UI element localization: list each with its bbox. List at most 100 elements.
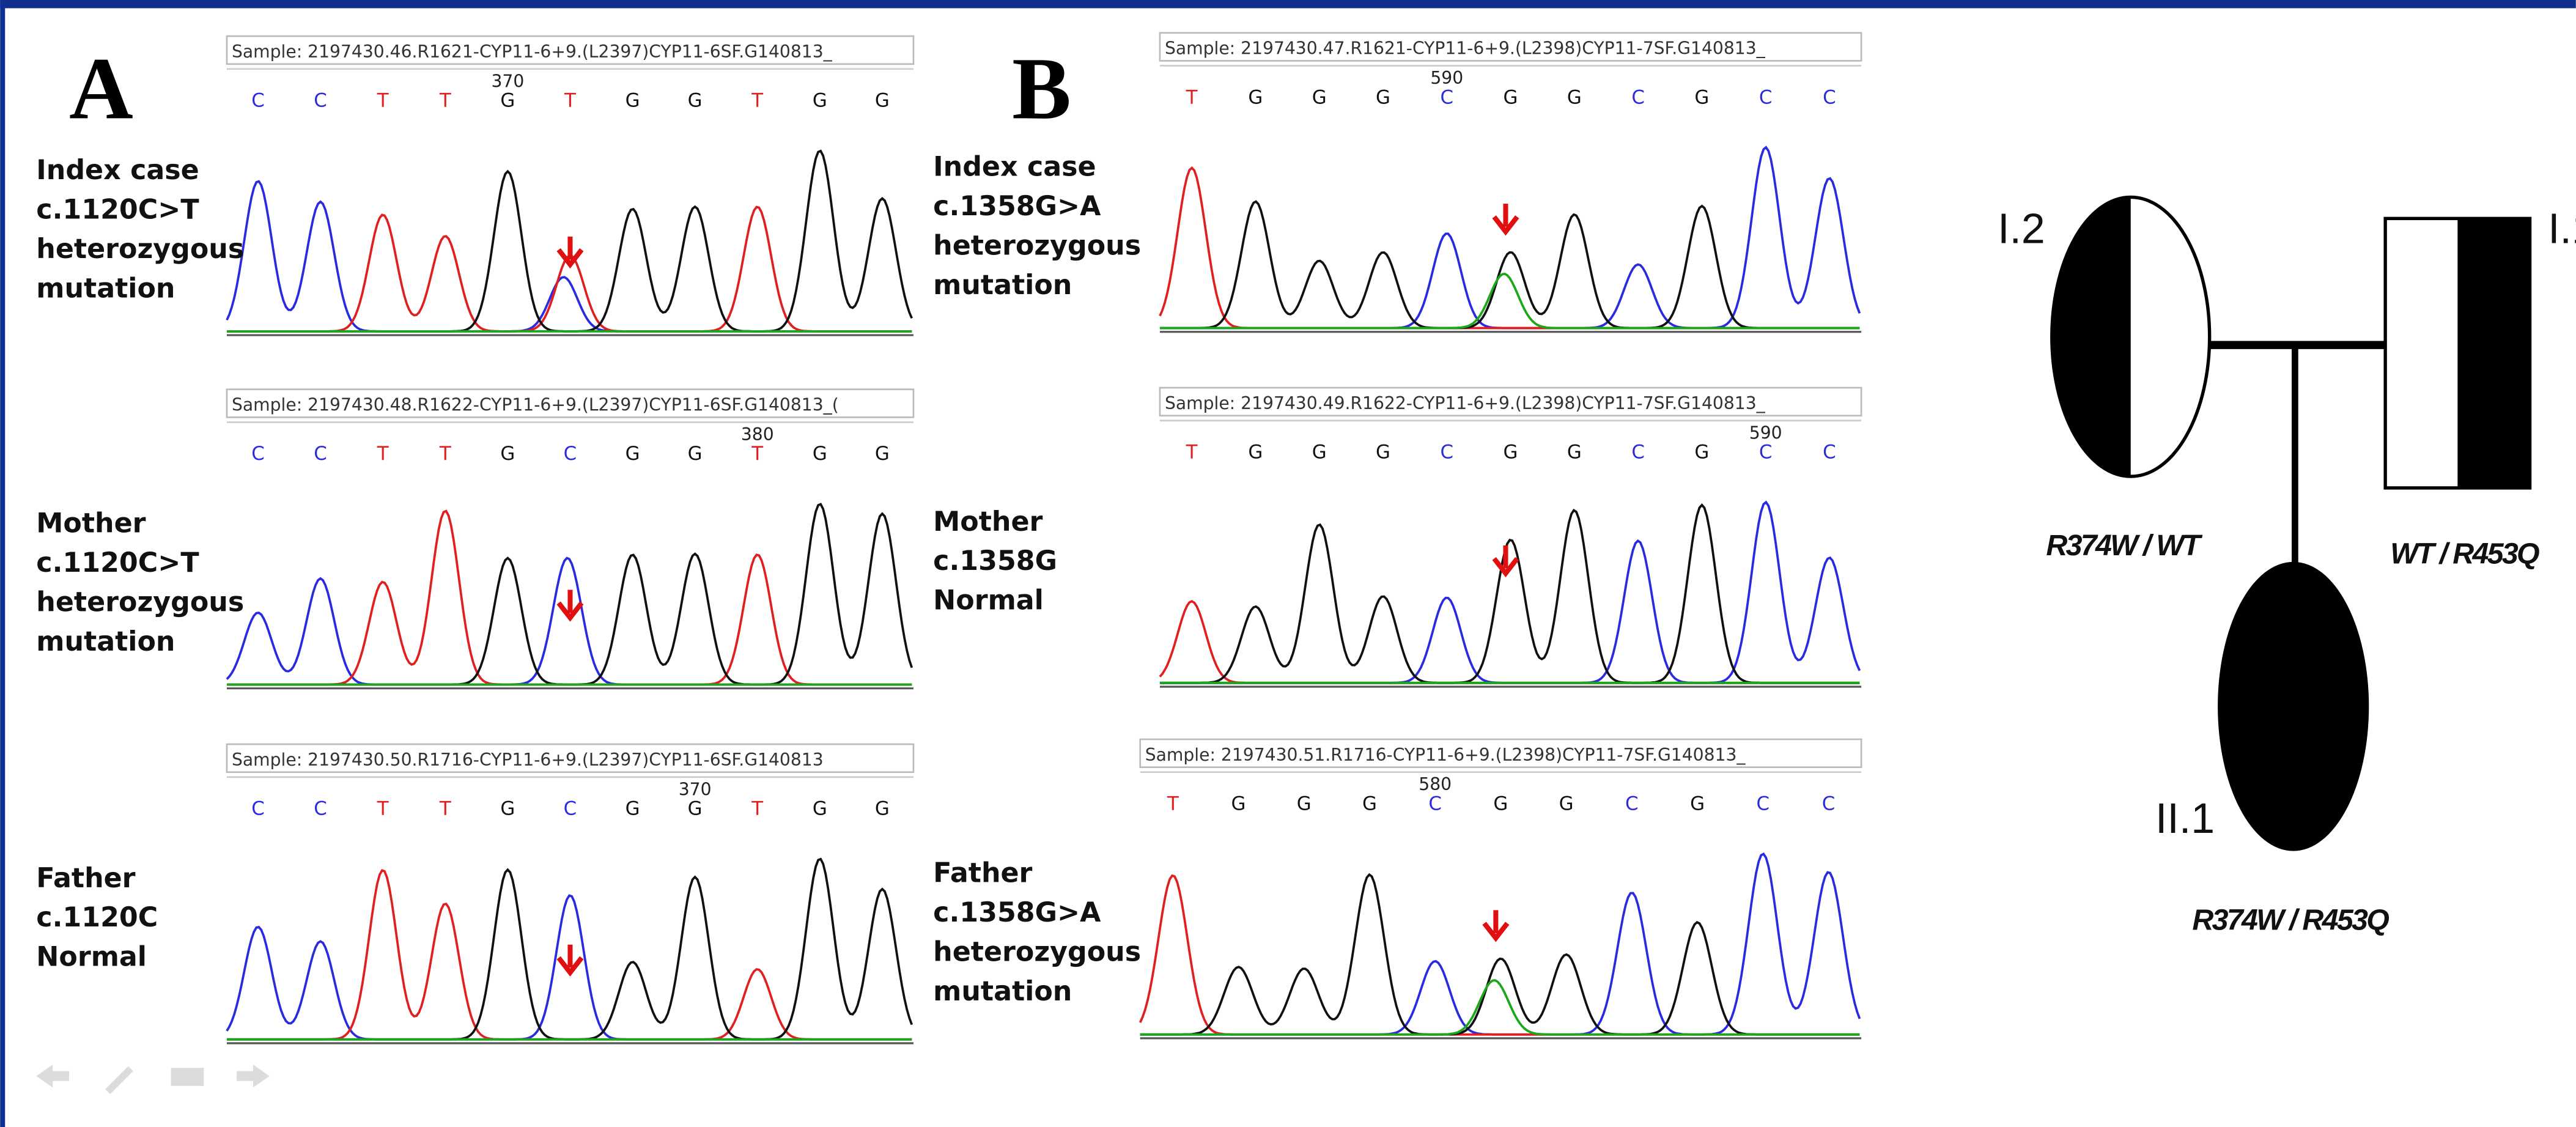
base-call: G — [1376, 86, 1390, 108]
base-call: C — [564, 798, 577, 820]
sample-label: c.1358G — [933, 545, 1057, 577]
base-call: C — [1625, 793, 1639, 815]
base-call: T — [751, 443, 763, 465]
page: A Sample: 2197430.46.R1621-CYP11-6+9.(L23… — [0, 0, 2576, 1127]
sample-label: Normal — [933, 585, 1044, 616]
base-call: G — [500, 90, 515, 112]
base-call: C — [1757, 793, 1770, 815]
base-call: G — [813, 90, 827, 112]
base-call: C — [1759, 442, 1773, 464]
nav-menu[interactable] — [171, 1068, 204, 1086]
base-call: G — [1504, 442, 1518, 464]
sample-name: Sample: 2197430.46.R1621-CYP11-6+9.(L239… — [232, 42, 833, 62]
sample-label: Father — [36, 863, 135, 894]
left-bar — [0, 0, 5, 1127]
sample-label: mutation — [933, 976, 1072, 1007]
base-call: C — [1822, 793, 1836, 815]
base-call: G — [813, 798, 827, 820]
sample-label: Mother — [36, 508, 146, 539]
base-call: G — [1248, 86, 1263, 108]
base-call: G — [875, 798, 890, 820]
base-call: G — [1312, 442, 1327, 464]
base-call: C — [314, 443, 327, 465]
child-id: II.1 — [2155, 794, 2215, 842]
base-position: 370 — [491, 71, 524, 91]
base-call: G — [1694, 442, 1709, 464]
base-call: T — [1186, 86, 1198, 108]
panel-letter: A — [69, 40, 133, 138]
base-call: T — [1186, 442, 1198, 464]
base-call: G — [1690, 793, 1705, 815]
base-position: 380 — [741, 424, 774, 445]
base-call: G — [1567, 442, 1582, 464]
base-call: C — [251, 443, 265, 465]
base-call: G — [1312, 86, 1327, 108]
father-affected-half — [2457, 218, 2530, 488]
sample-label: Mother — [933, 506, 1043, 538]
base-call: G — [1362, 793, 1377, 815]
base-call: C — [1631, 442, 1645, 464]
child-symbol — [2218, 562, 2369, 851]
sample-label: mutation — [933, 270, 1072, 301]
sample-label: Index case — [36, 155, 199, 186]
base-call: T — [564, 90, 576, 112]
base-call: T — [751, 90, 763, 112]
base-call: G — [626, 443, 640, 465]
sample-label: Normal — [36, 942, 147, 973]
base-call: C — [251, 90, 265, 112]
base-call: G — [1297, 793, 1312, 815]
base-call: T — [751, 798, 763, 820]
base-call: C — [1631, 86, 1645, 108]
sample-label: c.1358G>A — [933, 191, 1101, 222]
base-call: G — [1493, 793, 1508, 815]
base-call: G — [1248, 442, 1263, 464]
base-position: 590 — [1749, 423, 1782, 443]
base-call: G — [1376, 442, 1390, 464]
base-call: G — [688, 90, 703, 112]
child-genotype: R374W / R453Q — [2192, 904, 2389, 937]
sample-label: c.1120C>T — [36, 547, 199, 578]
base-call: G — [1504, 86, 1518, 108]
base-position: 370 — [679, 779, 712, 799]
father-id: I.1 — [2548, 205, 2576, 253]
base-call: C — [564, 443, 577, 465]
sample-name: Sample: 2197430.47.R1621-CYP11-6+9.(L239… — [1165, 39, 1766, 59]
base-call: C — [1440, 86, 1453, 108]
base-call: G — [626, 90, 640, 112]
base-call: T — [439, 443, 451, 465]
sample-label: c.1120C>T — [36, 194, 199, 225]
base-call: C — [1428, 793, 1442, 815]
base-call: G — [875, 90, 890, 112]
background — [0, 0, 2576, 1127]
base-call: G — [688, 443, 703, 465]
base-position: 590 — [1430, 68, 1463, 88]
top-bar — [0, 0, 2576, 8]
base-call: T — [377, 90, 389, 112]
sample-label: Index case — [933, 151, 1096, 182]
sample-name: Sample: 2197430.51.R1716-CYP11-6+9.(L239… — [1145, 745, 1746, 765]
sample-name: Sample: 2197430.49.R1622-CYP11-6+9.(L239… — [1165, 393, 1766, 413]
sample-label: mutation — [36, 273, 175, 304]
sample-label: c.1120C — [36, 902, 158, 933]
sample-name: Sample: 2197430.48.R1622-CYP11-6+9.(L239… — [232, 395, 839, 415]
sample-label: heterozygous — [36, 234, 244, 265]
base-call: C — [314, 90, 327, 112]
base-call: T — [439, 798, 451, 820]
mother-id: I.2 — [1998, 205, 2045, 253]
base-call: G — [626, 798, 640, 820]
sample-label: c.1358G>A — [933, 897, 1101, 928]
figure: A Sample: 2197430.46.R1621-CYP11-6+9.(L23… — [0, 0, 2576, 1127]
base-call: C — [251, 798, 265, 820]
base-call: C — [314, 798, 327, 820]
base-call: T — [439, 90, 451, 112]
base-call: T — [377, 443, 389, 465]
base-call: G — [688, 798, 703, 820]
base-call: C — [1440, 442, 1453, 464]
base-call: G — [500, 798, 515, 820]
base-position: 580 — [1419, 774, 1452, 794]
base-call: C — [1759, 86, 1773, 108]
base-call: C — [1823, 442, 1836, 464]
sample-label: heterozygous — [933, 937, 1141, 968]
base-call: G — [875, 443, 890, 465]
sample-label: heterozygous — [933, 230, 1141, 261]
